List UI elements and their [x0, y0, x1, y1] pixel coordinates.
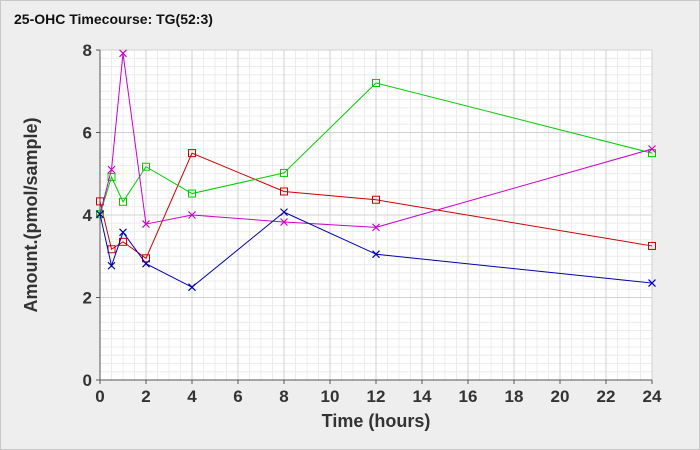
series-layer — [96, 49, 656, 292]
data-point — [188, 211, 196, 219]
y-tick-label: 6 — [83, 124, 92, 143]
data-point — [107, 165, 116, 174]
series-3 — [96, 49, 656, 232]
data-point — [372, 223, 380, 232]
data-point — [280, 208, 288, 217]
x-tick-label: 4 — [187, 387, 197, 406]
x-tick-label: 24 — [643, 387, 662, 406]
series-line — [99, 152, 653, 260]
data-point — [280, 187, 288, 196]
y-tick-label: 2 — [83, 289, 92, 308]
series-line — [99, 211, 653, 288]
data-point — [372, 195, 380, 204]
data-point — [96, 210, 104, 219]
series-4 — [96, 208, 656, 292]
grid — [99, 49, 653, 381]
data-point — [372, 79, 380, 87]
y-tick-label: 4 — [83, 206, 93, 225]
data-point — [142, 220, 150, 228]
x-tick-label: 2 — [141, 387, 150, 406]
data-point — [119, 228, 127, 237]
y-axis-title: Amount.(pmol/sample) — [21, 117, 41, 312]
data-point — [142, 162, 150, 171]
chart-title: 25-OHC Timecourse: TG(52:3) — [14, 11, 213, 27]
data-point — [648, 241, 656, 250]
data-point — [280, 168, 288, 177]
x-tick-label: 18 — [505, 387, 524, 406]
data-point — [119, 49, 127, 58]
data-point — [96, 210, 104, 219]
data-point — [119, 197, 127, 206]
series-2 — [96, 79, 656, 219]
x-tick-label: 10 — [321, 387, 340, 406]
x-tick-label: 16 — [459, 387, 478, 406]
data-point — [107, 173, 116, 182]
y-tick-label: 0 — [83, 371, 92, 390]
y-tick-label: 8 — [83, 41, 92, 60]
x-tick-label: 6 — [233, 387, 242, 406]
x-tick-label: 20 — [551, 387, 570, 406]
x-tick-label: 12 — [367, 387, 386, 406]
data-point — [188, 149, 196, 158]
data-point — [188, 283, 196, 292]
x-tick-label: 14 — [413, 387, 432, 406]
series-line — [99, 82, 653, 215]
data-point — [107, 261, 116, 270]
x-tick-label: 0 — [95, 387, 104, 406]
x-axis-title: Time (hours) — [322, 411, 431, 431]
data-point — [142, 259, 150, 268]
data-point — [372, 250, 380, 259]
x-tick-label: 8 — [279, 387, 288, 406]
data-point — [648, 279, 656, 287]
series-line — [99, 53, 653, 228]
data-point — [280, 218, 288, 226]
x-tick-label: 22 — [597, 387, 616, 406]
data-point — [648, 145, 656, 153]
data-point — [188, 189, 196, 198]
